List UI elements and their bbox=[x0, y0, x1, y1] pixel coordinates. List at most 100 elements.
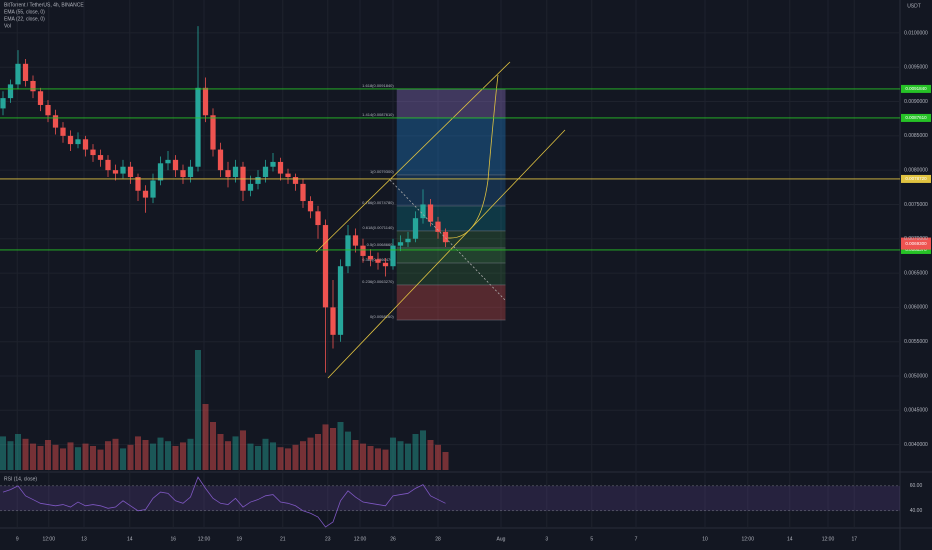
x-tick-label: 12:00 bbox=[42, 536, 55, 542]
volume-bar bbox=[240, 430, 246, 470]
indicator-label: EMA (22, close, 0) bbox=[4, 16, 45, 22]
candle-body bbox=[367, 255, 374, 260]
x-tick-label: 3 bbox=[545, 536, 548, 542]
fib-band bbox=[396, 262, 506, 285]
candle-body bbox=[82, 139, 89, 150]
volume-bar bbox=[382, 449, 389, 470]
candle-body bbox=[382, 262, 389, 267]
x-tick-label: 23 bbox=[325, 536, 331, 542]
volume-bar bbox=[315, 434, 321, 470]
volume-bar bbox=[330, 428, 336, 470]
volume-bar bbox=[277, 447, 284, 470]
price-tag-label: 0.0068370 bbox=[905, 247, 927, 252]
volume-bar bbox=[345, 431, 351, 470]
axes: 0.0100000 0.0095000 0.0090000 0.0085000 0.00… bbox=[16, 30, 928, 542]
volume-bar bbox=[322, 424, 329, 470]
candle-body bbox=[270, 161, 276, 167]
x-tick-label: 14 bbox=[787, 536, 793, 542]
volume-bar bbox=[157, 437, 164, 470]
rsi-tick-label: 60.00 bbox=[910, 483, 923, 489]
fib-label: 0(0.0058160) bbox=[370, 314, 394, 319]
candle-body bbox=[195, 87, 201, 167]
candle-body bbox=[67, 135, 74, 145]
volume-bar bbox=[165, 441, 171, 470]
volume-bar bbox=[142, 440, 149, 470]
candle-body bbox=[397, 242, 404, 246]
volume-bar bbox=[435, 444, 441, 470]
volume-bar bbox=[0, 436, 6, 470]
x-tick-label: 14 bbox=[127, 536, 133, 542]
y-tick-label: 0.0080000 bbox=[904, 167, 928, 173]
volume-bar bbox=[427, 440, 434, 470]
volume-bar bbox=[135, 436, 141, 470]
price-tag bbox=[901, 84, 931, 93]
volume-bar bbox=[22, 438, 29, 470]
volume-bar bbox=[285, 448, 291, 470]
volume-bar bbox=[292, 444, 299, 470]
volume-bar bbox=[120, 448, 126, 470]
x-tick-label: 9 bbox=[16, 536, 19, 542]
volume-bar bbox=[307, 437, 314, 470]
candle-body bbox=[427, 204, 434, 222]
volume-bar bbox=[390, 437, 396, 470]
fib-band bbox=[396, 174, 506, 206]
candle-body bbox=[277, 161, 284, 174]
x-tick-label: 19 bbox=[236, 536, 242, 542]
volume-bar bbox=[360, 443, 366, 470]
candle-body bbox=[127, 166, 134, 178]
volume-bar bbox=[90, 446, 96, 470]
volume-bar bbox=[60, 448, 66, 470]
fib-label: 0.236(0.0063270) bbox=[362, 279, 394, 284]
channel-lower bbox=[327, 129, 566, 379]
candle-body bbox=[345, 235, 351, 267]
price-tag-label: 0.0091840 bbox=[905, 86, 927, 91]
candle-body bbox=[112, 170, 119, 174]
candle-body bbox=[45, 104, 51, 116]
rsi-band bbox=[0, 485, 900, 511]
candle-body bbox=[255, 177, 261, 184]
candle-body bbox=[352, 235, 359, 246]
y-tick-label: 0.0055000 bbox=[904, 339, 928, 345]
x-tick-label: 12:00 bbox=[354, 536, 367, 542]
price-tag bbox=[901, 174, 931, 183]
y-tick-label: 0.0060000 bbox=[904, 305, 928, 311]
x-tick-label: 12:00 bbox=[822, 536, 835, 542]
volume-bar bbox=[30, 443, 36, 470]
candle-body bbox=[22, 63, 29, 81]
volume-bar bbox=[195, 350, 201, 470]
fib-label: 1(0.0079300) bbox=[370, 169, 394, 174]
volume-bar bbox=[202, 404, 209, 470]
volume-bar bbox=[37, 446, 44, 470]
volume-bar bbox=[270, 442, 276, 470]
y-tick-label: 0.0095000 bbox=[904, 65, 928, 71]
volume-bar bbox=[150, 443, 156, 470]
horizontal-lines: 0.00918400.00876100.00787200.00683700.00… bbox=[0, 84, 931, 254]
candle-body bbox=[225, 170, 231, 178]
x-tick-label: 12:00 bbox=[198, 536, 211, 542]
candle-body bbox=[300, 183, 306, 202]
candle-body bbox=[210, 115, 216, 150]
indicator-label: EMA (55, close, 0) bbox=[4, 9, 45, 15]
currency: USDT bbox=[907, 3, 921, 9]
y-tick-label: 0.0085000 bbox=[904, 133, 928, 139]
candle-body bbox=[105, 159, 111, 171]
volume-bar bbox=[15, 434, 21, 470]
grid bbox=[0, 0, 900, 528]
volume-bar bbox=[52, 444, 59, 470]
last-price-tag bbox=[901, 237, 931, 250]
volume-bar bbox=[180, 442, 186, 470]
volume-bar bbox=[420, 430, 426, 470]
candle-body bbox=[7, 84, 14, 99]
fib-retracement: 1.618(0.0091840) 1.414(0.0087610) 1(0.0079… bbox=[362, 83, 506, 321]
projection-curve bbox=[447, 74, 499, 239]
fib-label: 0.5(0.0068660) bbox=[367, 242, 395, 247]
rsi-line bbox=[2, 476, 446, 528]
x-tick-label: 12:00 bbox=[741, 536, 754, 542]
candle-body bbox=[172, 159, 179, 171]
volume-bar bbox=[412, 434, 419, 470]
indicator-label: Vol bbox=[4, 23, 11, 29]
volume-bar bbox=[442, 452, 449, 470]
candle-body bbox=[187, 166, 194, 178]
rsi-title: RSI (14, close) bbox=[4, 476, 37, 482]
